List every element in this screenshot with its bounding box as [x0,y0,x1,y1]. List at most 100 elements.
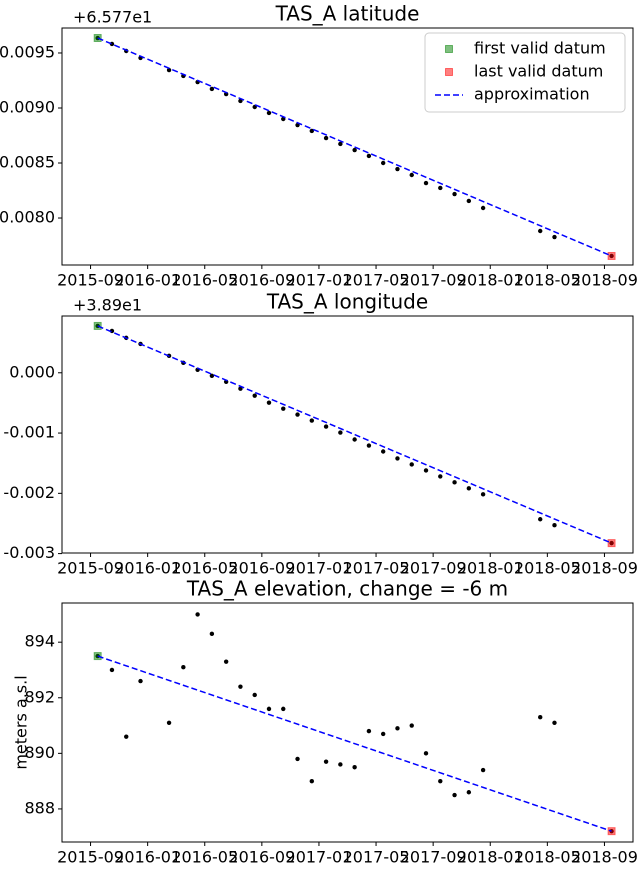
data-point [352,147,357,153]
x-tick-label: 2016-05 [171,848,238,867]
data-point [438,778,443,784]
data-point [281,406,286,411]
data-point [209,631,215,637]
data-point [109,667,115,673]
data-point [380,160,386,166]
data-point [409,462,414,467]
data-point [266,706,272,712]
axes-frame [61,602,634,843]
data-point [552,720,557,725]
data-point [266,400,272,405]
data-point [138,678,143,684]
x-tick-label: 2018-01 [457,271,524,290]
y-tick-label: 0.000 [9,362,55,381]
data-point [409,172,414,178]
data-point [395,166,400,172]
data-point [323,424,329,429]
data-point [423,751,429,756]
data-point [223,659,229,664]
data-point [338,141,343,147]
data-point [281,706,286,712]
data-point [238,684,243,689]
data-point [538,517,543,522]
data-point [480,767,486,773]
data-point [266,110,272,116]
data-point [466,790,472,795]
y-tick-label: 892 [24,687,55,706]
data-point [252,393,257,398]
legend-label: approximation [474,85,590,104]
x-tick-label: 2018-09 [571,848,638,867]
data-point [195,612,200,617]
y-tick-label: 0.0095 [0,42,55,61]
x-tick-label: 2017-01 [286,271,353,290]
x-tick-label: 2018-09 [571,271,638,290]
data-point [423,180,429,186]
x-tick-label: 2018-05 [514,848,581,867]
offset-text: +3.89e1 [73,296,142,315]
legend-label: first valid datum [474,39,606,58]
y-tick-label: 890 [24,743,55,762]
x-tick-label: 2018-05 [514,271,581,290]
chart-title: TAS_A elevation, change = -6 m [186,577,508,601]
x-tick-label: 2016-01 [114,848,181,867]
data-point [452,792,457,798]
chart-title: TAS_A latitude [275,2,420,26]
y-tick-label: -0.001 [3,423,55,442]
legend-marker [445,45,453,53]
data-point [352,437,357,442]
data-point [323,135,329,141]
data-point [452,191,457,197]
data-point [480,205,486,211]
data-point [323,759,329,764]
data-point [352,765,357,770]
legend-label: last valid datum [474,62,603,81]
data-point [409,723,414,728]
data-point [338,762,343,767]
data-point [452,480,457,485]
data-point [238,98,243,104]
legend-marker [445,68,453,76]
offset-text: +6.577e1 [73,8,152,27]
axes-frame [61,315,634,554]
data-point [252,692,257,698]
data-point [366,728,372,734]
x-tick-label: 2016-05 [171,559,238,578]
data-point [209,86,215,92]
data-point [395,456,400,461]
x-tick-label: 2017-09 [400,271,467,290]
data-point [238,386,243,391]
x-tick-label: 2016-01 [114,559,181,578]
x-tick-label: 2015-09 [57,271,124,290]
data-point [166,720,172,725]
y-tick-label: 0.0080 [0,208,55,227]
data-point [309,418,315,423]
y-tick-label: 888 [24,798,55,817]
approximation-line [97,655,612,832]
x-tick-label: 2015-09 [57,559,124,578]
x-tick-label: 2018-05 [514,559,581,578]
chart-title: TAS_A longitude [266,290,428,314]
y-tick-label: 0.0085 [0,153,55,172]
data-point [552,234,557,240]
axes-frame [61,27,634,266]
y-tick-label: 894 [24,632,55,651]
data-point [438,474,443,479]
data-point [366,443,372,448]
x-tick-label: 2016-01 [114,271,181,290]
data-point [438,185,443,191]
data-point [209,373,215,378]
data-point [295,412,300,417]
x-tick-label: 2017-01 [286,559,353,578]
square-marker [607,539,616,548]
data-point [338,430,343,435]
data-point [252,104,257,110]
data-point [309,778,315,784]
x-tick-label: 2018-09 [571,559,638,578]
y-tick-label: -0.003 [3,543,55,562]
data-point [181,664,186,670]
x-tick-label: 2017-05 [343,559,410,578]
data-point [552,523,557,528]
data-point [480,492,486,497]
approximation-line [97,37,612,257]
